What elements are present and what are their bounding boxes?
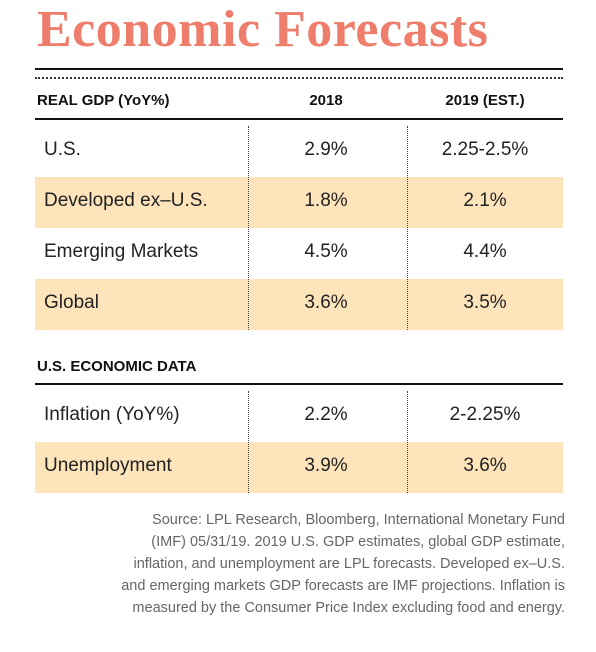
column-header: 2018 <box>309 92 343 109</box>
cell: 3.6% <box>304 292 348 313</box>
cell: 4.5% <box>304 241 348 262</box>
cell: 2-2.25% <box>449 404 521 425</box>
cell: 2.1% <box>463 190 507 211</box>
rule <box>35 118 563 120</box>
source-line: measured by the Consumer Price Index exc… <box>132 600 565 616</box>
cell: 3.9% <box>304 455 348 476</box>
title: Economic Forecasts <box>37 1 489 58</box>
column-header: 2019 (EST.) <box>445 92 525 109</box>
col-separator <box>248 391 249 493</box>
cell: 3.5% <box>463 292 507 313</box>
row-background <box>35 177 563 228</box>
row-background <box>35 279 563 330</box>
source-line: inflation, and unemployment are LPL fore… <box>133 556 566 572</box>
cell: 2.9% <box>304 139 348 160</box>
cell: 1.8% <box>304 190 348 211</box>
cell: Global <box>44 292 99 313</box>
col-separator <box>407 391 408 493</box>
dotted-rule <box>35 77 563 79</box>
col-separator <box>407 126 408 330</box>
source-line: Source: LPL Research, Bloomberg, Interna… <box>152 512 565 528</box>
cell: 2.25-2.5% <box>441 139 529 160</box>
cell: Developed ex–U.S. <box>44 190 208 211</box>
cell: 4.4% <box>463 241 507 262</box>
cell: 3.6% <box>463 455 507 476</box>
cell: Emerging Markets <box>44 241 199 262</box>
cell: U.S. <box>44 139 81 160</box>
section-title: U.S. ECONOMIC DATA <box>37 358 197 375</box>
source-line: and emerging markets GDP forecasts are I… <box>121 578 565 594</box>
cell: Unemployment <box>44 455 172 476</box>
col-separator <box>248 126 249 330</box>
rule <box>35 383 563 385</box>
cell: 2.2% <box>304 404 348 425</box>
cell: Inflation (YoY%) <box>44 404 180 425</box>
source-line: (IMF) 05/31/19. 2019 U.S. GDP estimates,… <box>151 534 565 550</box>
column-header: REAL GDP (YoY%) <box>37 92 170 109</box>
rule <box>35 68 563 70</box>
row-background <box>35 442 563 493</box>
